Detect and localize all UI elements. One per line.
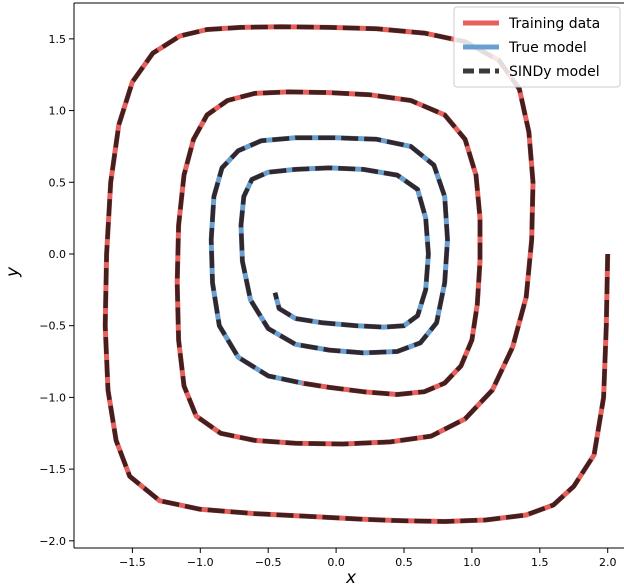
- y-tick-label: 0.5: [49, 176, 67, 189]
- y-tick-label: 1.0: [49, 105, 67, 118]
- legend-label-sindy-model: SINDy model: [509, 64, 600, 80]
- x-tick-label: −1.0: [187, 556, 214, 569]
- legend-label-training-data: Training data: [508, 16, 600, 32]
- y-tick-label: 0.0: [49, 248, 67, 261]
- series-layer: [102, 24, 611, 524]
- x-tick-label: 0.0: [327, 556, 345, 569]
- x-ticks: −1.5 −1.0 −0.5 0.0 0.5 1.0 1.5 2.0: [119, 548, 616, 569]
- series-true-model-line: [208, 135, 450, 386]
- x-tick-label: 0.5: [395, 556, 413, 569]
- x-tick-label: 1.0: [463, 556, 481, 569]
- y-axis-label: y: [3, 266, 23, 278]
- x-tick-label: −0.5: [255, 556, 282, 569]
- legend: Training data True model SINDy model: [453, 6, 621, 88]
- y-ticks: −2.0 −1.5 −1.0 −0.5 0.0 0.5 1.0 1.5: [39, 33, 74, 548]
- y-tick-label: −1.5: [39, 463, 66, 476]
- y-tick-label: −2.0: [39, 535, 66, 548]
- y-tick-label: 1.5: [49, 33, 67, 46]
- x-tick-label: −1.5: [119, 556, 146, 569]
- series-sindy-model-line: [102, 24, 610, 524]
- legend-box: [453, 6, 621, 88]
- series-training-data-line: [102, 24, 611, 524]
- legend-label-true-model: True model: [508, 40, 587, 56]
- x-axis-label: x: [345, 568, 357, 587]
- y-tick-label: −1.0: [39, 391, 66, 404]
- y-tick-label: −0.5: [39, 320, 66, 333]
- x-tick-label: 2.0: [599, 556, 617, 569]
- plot-area: [73, 2, 624, 549]
- x-tick-label: 1.5: [531, 556, 549, 569]
